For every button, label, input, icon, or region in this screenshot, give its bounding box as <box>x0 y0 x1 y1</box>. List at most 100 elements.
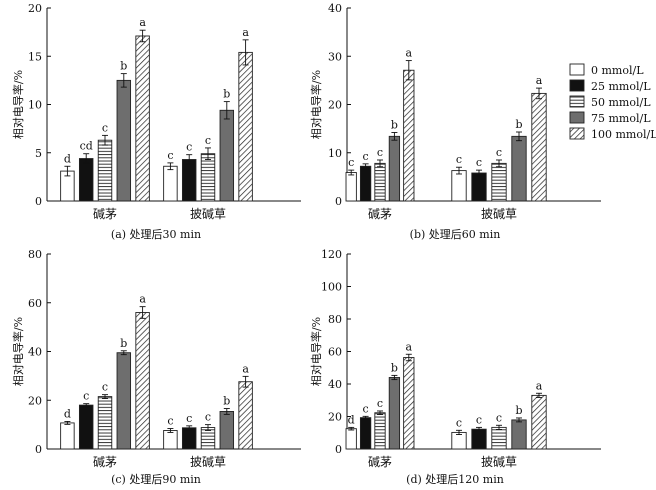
y-tick-label: 0 <box>35 443 42 456</box>
legend-label: 100 mmol/L <box>591 128 656 141</box>
bar <box>238 381 253 450</box>
y-tick-label: 15 <box>28 50 42 63</box>
y-tick-label: 10 <box>328 147 342 160</box>
bar <box>97 139 113 202</box>
bar <box>374 162 386 202</box>
significance-letter: d <box>348 413 355 426</box>
significance-letter: b <box>391 118 398 131</box>
y-axis-label: 相对电导率/% <box>11 317 25 386</box>
bar <box>78 158 94 202</box>
bar <box>531 394 547 450</box>
legend-item: 50 mmol/L <box>569 95 651 109</box>
bar <box>116 352 132 450</box>
y-tick-label: 60 <box>28 297 42 310</box>
significance-letter: c <box>377 397 383 410</box>
y-tick-label: 0 <box>335 195 342 208</box>
bar <box>219 411 235 450</box>
panel-caption: (c) 处理后90 min <box>111 473 201 486</box>
bar <box>163 430 178 450</box>
bar <box>471 172 487 202</box>
bar <box>345 172 357 202</box>
significance-letter: b <box>223 395 230 408</box>
significance-letter: c <box>102 381 108 394</box>
significance-letter: b <box>515 118 522 131</box>
significance-letter: c <box>205 411 211 424</box>
bar <box>359 417 372 450</box>
significance-letter: c <box>186 141 192 154</box>
y-tick-label: 60 <box>328 346 342 359</box>
significance-letter: c <box>476 156 482 169</box>
significance-letter: c <box>167 149 173 162</box>
bar <box>359 165 372 202</box>
significance-letter: c <box>496 146 502 159</box>
bar <box>403 69 415 202</box>
significance-letter: c <box>456 153 462 166</box>
significance-letter: c <box>363 150 369 163</box>
significance-letter: c <box>167 415 173 428</box>
bar <box>238 51 253 202</box>
y-tick-label: 0 <box>35 195 42 208</box>
significance-letter: c <box>456 416 462 429</box>
legend-item: 25 mmol/L <box>569 79 651 93</box>
significance-letter: b <box>120 60 127 73</box>
y-tick-label: 0 <box>335 443 342 456</box>
bar <box>388 135 401 202</box>
category-label: 碱茅 <box>368 455 392 469</box>
panel-caption: (d) 处理后120 min <box>406 473 504 486</box>
significance-letter: a <box>242 26 249 39</box>
legend-item: 0 mmol/L <box>569 63 644 77</box>
bar <box>451 170 467 202</box>
significance-letter: d <box>64 407 71 420</box>
significance-letter: a <box>406 340 413 353</box>
bar <box>345 428 357 450</box>
y-tick-label: 80 <box>28 248 42 261</box>
y-tick-label: 30 <box>328 50 342 63</box>
significance-letter: c <box>476 413 482 426</box>
bar <box>388 377 401 450</box>
significance-letter: c <box>348 156 354 169</box>
bar <box>163 165 178 202</box>
significance-letter: cd <box>80 140 93 153</box>
legend-label: 75 mmol/L <box>591 112 651 125</box>
y-tick-label: 40 <box>28 346 42 359</box>
bar <box>116 79 132 202</box>
significance-letter: c <box>102 121 108 134</box>
bar <box>531 92 547 202</box>
y-tick-label: 80 <box>328 313 342 326</box>
bar <box>219 109 235 202</box>
legend-item: 100 mmol/L <box>569 127 656 141</box>
significance-letter: b <box>391 361 398 374</box>
legend-swatch <box>569 95 585 108</box>
bar <box>511 135 527 202</box>
legend-label: 25 mmol/L <box>591 80 651 93</box>
category-label: 披碱草 <box>481 455 517 469</box>
bar <box>97 396 113 450</box>
significance-letter: a <box>536 74 543 87</box>
y-tick-label: 40 <box>328 2 342 15</box>
y-tick-label: 10 <box>28 99 42 112</box>
y-tick-label: 100 <box>321 281 342 294</box>
y-tick-label: 20 <box>328 99 342 112</box>
y-tick-label: 20 <box>328 411 342 424</box>
y-axis-label: 相对电导率/% <box>309 317 323 386</box>
significance-letter: c <box>496 411 502 424</box>
significance-letter: a <box>536 379 543 392</box>
category-label: 披碱草 <box>190 455 226 469</box>
category-label: 披碱草 <box>481 207 517 221</box>
bar <box>471 428 487 450</box>
category-label: 碱茅 <box>368 207 392 221</box>
bar <box>403 357 415 450</box>
legend: 0 mmol/L 25 mmol/L 50 mmol/L 75 mmol/L 100 m… <box>569 63 656 141</box>
legend-swatch <box>569 79 585 92</box>
significance-letter: a <box>242 362 249 375</box>
bar <box>491 426 507 450</box>
significance-letter: a <box>139 293 146 306</box>
significance-letter: c <box>363 402 369 415</box>
panel-caption: (a) 处理后30 min <box>111 228 201 241</box>
significance-letter: a <box>406 47 413 60</box>
bar <box>135 312 150 450</box>
legend-label: 50 mmol/L <box>591 96 651 109</box>
